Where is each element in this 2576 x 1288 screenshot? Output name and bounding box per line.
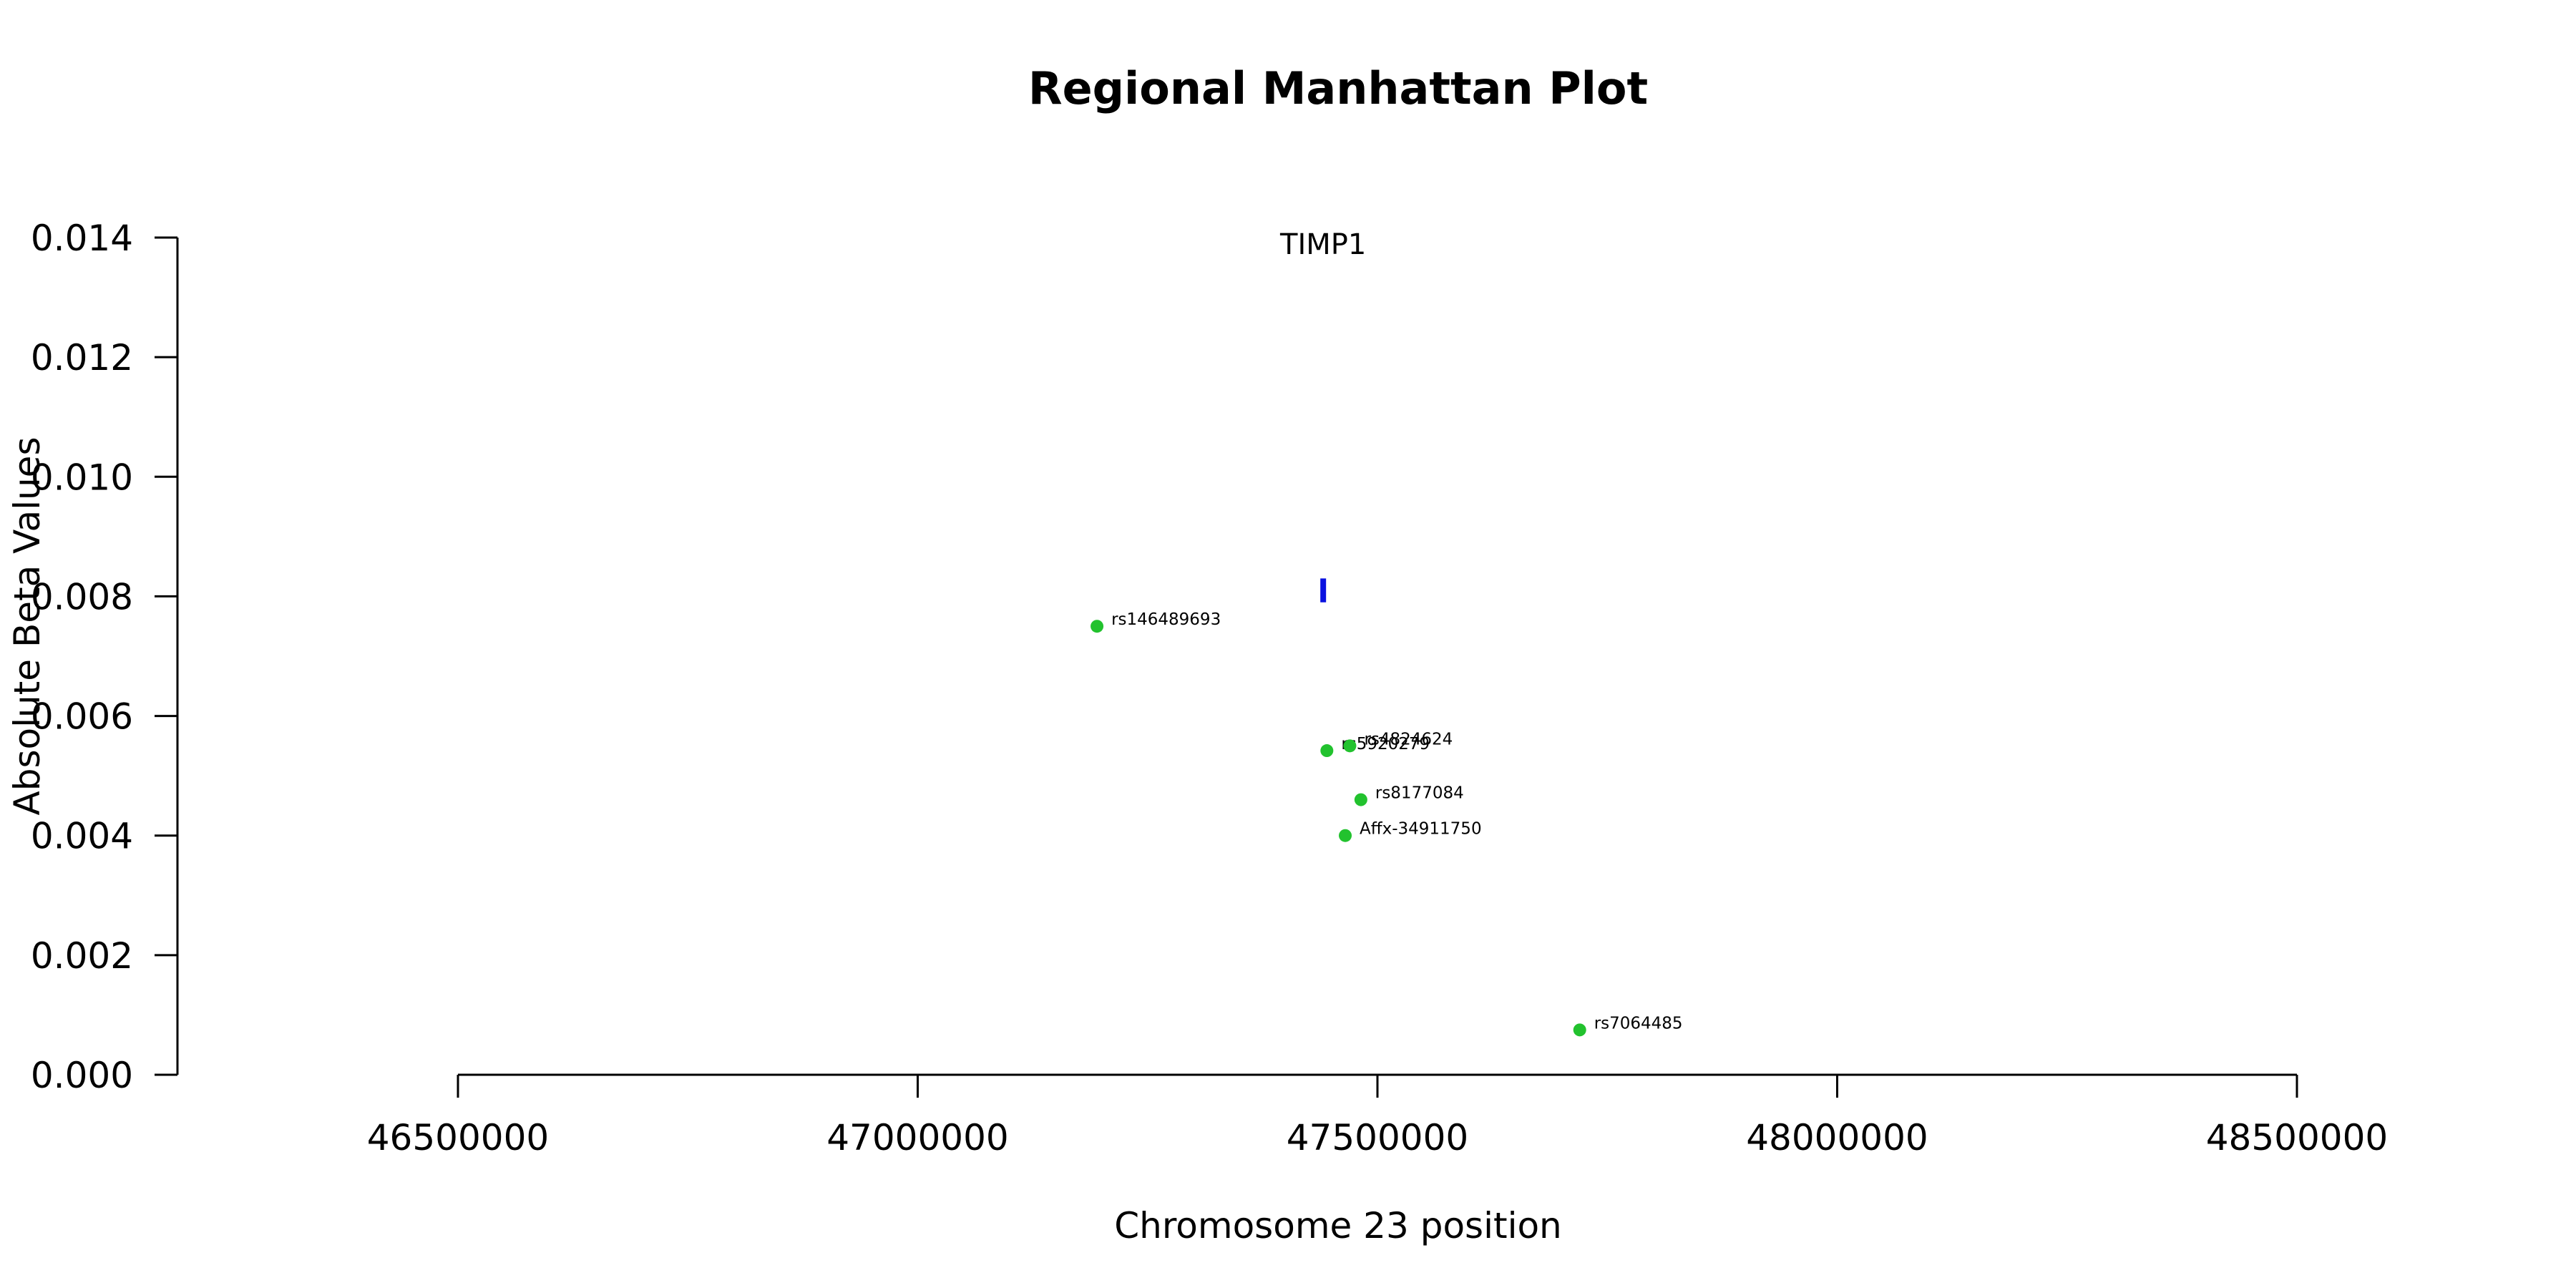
x-tick-label: 48500000	[2206, 1117, 2389, 1158]
x-tick-label: 46500000	[367, 1117, 550, 1158]
y-tick-label: 0.002	[31, 935, 133, 977]
y-tick-label: 0.008	[31, 576, 133, 618]
y-tick-label: 0.014	[31, 218, 133, 259]
gene-label-timp1: TIMP1	[1279, 228, 1366, 261]
snp-point-label: rs146489693	[1111, 610, 1221, 629]
x-axis-label: Chromosome 23 position	[1114, 1205, 1562, 1246]
y-axis-label: Absolute Beta Values	[6, 437, 48, 816]
y-tick-label: 0.012	[31, 337, 133, 379]
snp-point-label: rs8177084	[1375, 784, 1464, 803]
snp-point	[1339, 829, 1352, 842]
x-tick-label: 48000000	[1746, 1117, 1928, 1158]
x-tick-label: 47500000	[1287, 1117, 1469, 1158]
y-tick-label: 0.000	[31, 1055, 133, 1096]
snp-point	[1573, 1023, 1586, 1037]
snp-point	[1343, 739, 1357, 753]
y-tick-label: 0.006	[31, 696, 133, 738]
y-tick-label: 0.010	[31, 457, 133, 498]
snp-point	[1320, 744, 1334, 758]
y-tick-label: 0.004	[31, 816, 133, 857]
x-tick-label: 47000000	[826, 1117, 1009, 1158]
snp-point-label: Affx-34911750	[1360, 820, 1482, 839]
snp-point	[1354, 793, 1367, 806]
x-axis: 46500000 47000000 47500000 48000000 48500000	[367, 1073, 2389, 1158]
snp-point-label: rs7064485	[1594, 1014, 1683, 1033]
y-axis: 0.000 0.002 0.004 0.006 0.008 0.010 0.012 0.014	[31, 218, 179, 1096]
data-points: rs146489693rs5920279rs4824624rs8177084Af…	[1091, 610, 1683, 1037]
chart-title: Regional Manhattan Plot	[1028, 62, 1648, 114]
snp-point-label: rs4824624	[1364, 730, 1453, 748]
snp-point	[1091, 620, 1104, 633]
